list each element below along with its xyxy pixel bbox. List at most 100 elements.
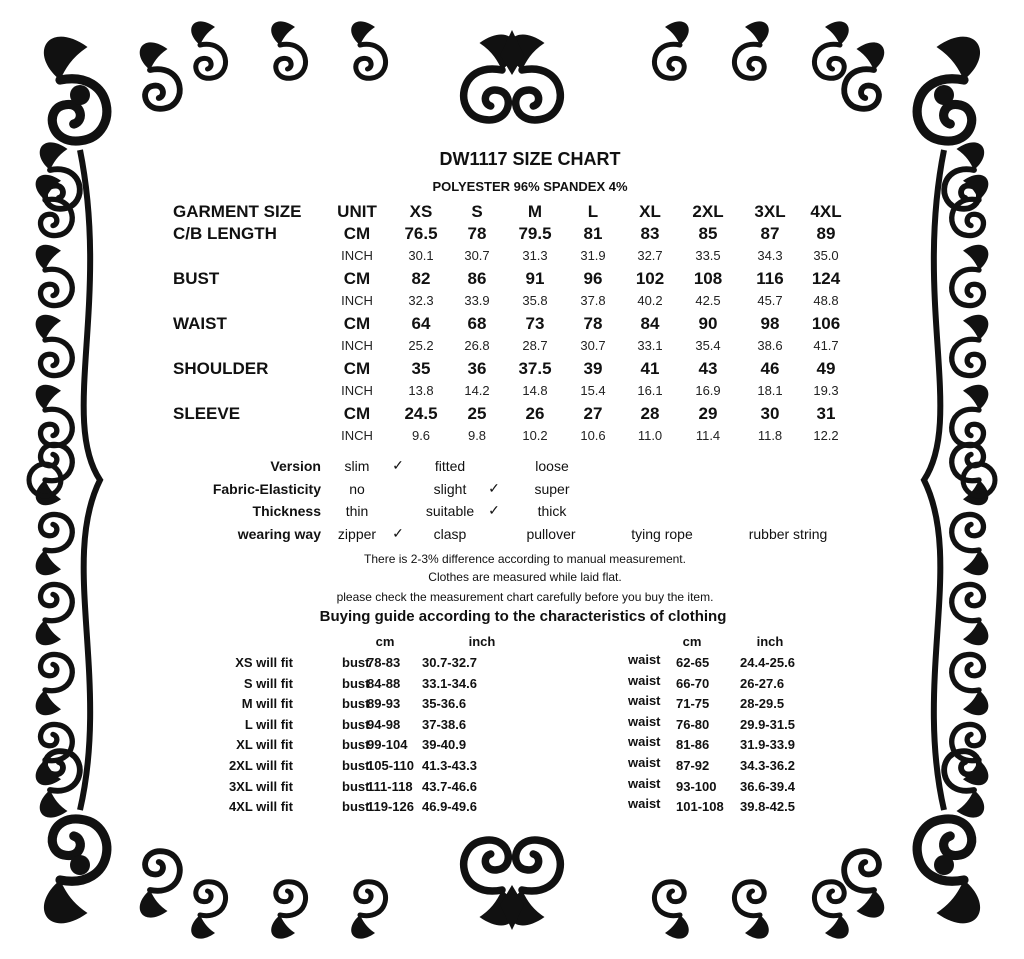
guide-size: M will fit bbox=[241, 696, 293, 712]
cm-value: 78 bbox=[467, 224, 487, 243]
unit-cm: CM bbox=[343, 314, 371, 333]
right-scroll bbox=[949, 512, 989, 576]
unit-inch: INCH bbox=[341, 383, 373, 398]
cm-value: 35 bbox=[411, 359, 431, 378]
inch-value: 45.7 bbox=[757, 293, 783, 308]
note-text: Clothes are measured while laid flat. bbox=[428, 570, 622, 584]
top-scroll bbox=[732, 21, 769, 81]
bottom-scroll bbox=[812, 879, 849, 939]
guide-waist-cm: 62-65 bbox=[676, 655, 710, 670]
unit-inch: INCH bbox=[341, 248, 373, 263]
left-scroll bbox=[35, 244, 75, 308]
guide-bust-cm: 105-110 bbox=[367, 758, 414, 773]
inch-value: 28.7 bbox=[522, 338, 548, 353]
inch-value: 40.2 bbox=[637, 293, 663, 308]
left-vine bbox=[77, 149, 104, 811]
header-cell: XL bbox=[639, 202, 661, 221]
guide-waist-inch: 24.4-25.6 bbox=[740, 655, 795, 670]
guide-bust-cm: 94-98 bbox=[367, 716, 401, 732]
inch-value: 11.0 bbox=[637, 428, 663, 443]
guide-inch-header: inch bbox=[468, 634, 496, 649]
guide-size: XL will fit bbox=[236, 737, 293, 753]
inch-value: 31.9 bbox=[580, 248, 606, 263]
inch-value: 16.9 bbox=[695, 383, 721, 398]
header-cell: XS bbox=[409, 202, 433, 221]
inch-value: 10.6 bbox=[580, 428, 606, 443]
corner-scroll bbox=[139, 42, 183, 112]
corner-ornament bbox=[70, 85, 90, 105]
guide-cm-header: cm bbox=[375, 634, 395, 649]
header-cell: 4XL bbox=[810, 202, 842, 221]
attribute-option: rubber string bbox=[748, 526, 828, 543]
inch-value: 18.1 bbox=[757, 383, 783, 398]
corner-scroll bbox=[39, 142, 83, 212]
corner-ornament bbox=[934, 85, 954, 105]
cm-value: 76.5 bbox=[404, 224, 438, 243]
inch-value: 32.3 bbox=[408, 293, 434, 308]
inch-value: 42.5 bbox=[695, 293, 721, 308]
inch-value: 41.7 bbox=[813, 338, 839, 353]
cm-value: 106 bbox=[811, 314, 841, 333]
right-scroll bbox=[949, 442, 989, 506]
left-scroll bbox=[35, 314, 75, 378]
corner-scroll bbox=[39, 748, 83, 818]
attribute-label: Version bbox=[270, 458, 321, 474]
cm-value: 28 bbox=[640, 404, 660, 423]
guide-bust-label: bust bbox=[342, 758, 370, 773]
cm-value: 68 bbox=[467, 314, 487, 333]
cm-value: 108 bbox=[693, 269, 723, 288]
right-scroll bbox=[949, 652, 989, 716]
guide-size: XS will fit bbox=[235, 655, 293, 670]
left-scroll bbox=[35, 442, 75, 506]
inch-value: 25.2 bbox=[408, 338, 434, 353]
left-scroll bbox=[35, 174, 75, 238]
corner-scroll bbox=[841, 42, 885, 112]
guide-bust-cm: 89-93 bbox=[367, 696, 401, 712]
inch-value: 33.9 bbox=[464, 293, 490, 308]
guide-bust-label: bust bbox=[342, 716, 370, 732]
right-scroll bbox=[949, 314, 989, 378]
inch-value: 37.8 bbox=[580, 293, 606, 308]
unit-cm: CM bbox=[343, 224, 371, 243]
check-icon: ✓ bbox=[392, 457, 404, 473]
guide-waist-label: waist bbox=[628, 693, 661, 709]
left-scroll bbox=[35, 512, 75, 576]
inch-value: 11.4 bbox=[695, 428, 721, 443]
row-label: WAIST bbox=[173, 314, 227, 333]
cm-value: 37.5 bbox=[518, 359, 552, 378]
guide-waist-label: waist bbox=[628, 796, 661, 812]
cm-value: 84 bbox=[640, 314, 660, 333]
inch-value: 48.8 bbox=[813, 293, 839, 308]
left-scroll bbox=[35, 652, 75, 716]
guide-waist-cm: 81-86 bbox=[676, 737, 710, 753]
note-text: There is 2-3% difference according to ma… bbox=[364, 552, 686, 566]
center-leaf bbox=[500, 30, 524, 75]
unit-inch: INCH bbox=[341, 428, 373, 443]
header-cell: L bbox=[587, 202, 599, 221]
guide-bust-label: bust bbox=[342, 696, 370, 712]
guide-bust-cm: 84-88 bbox=[367, 675, 401, 691]
inch-value: 34.3 bbox=[757, 248, 783, 263]
attribute-label: Thickness bbox=[252, 503, 321, 520]
cm-value: 36 bbox=[467, 359, 487, 378]
corner-scroll bbox=[43, 36, 112, 146]
left-scroll bbox=[35, 582, 75, 646]
cm-value: 96 bbox=[583, 269, 603, 288]
inch-value: 16.1 bbox=[637, 383, 663, 398]
guide-waist-cm: 76-80 bbox=[676, 716, 710, 732]
header-cell: S bbox=[471, 202, 483, 221]
inch-value: 31.3 bbox=[522, 248, 548, 263]
cm-value: 49 bbox=[816, 359, 836, 378]
cm-value: 78 bbox=[583, 314, 603, 333]
guide-bust-inch: 41.3-43.3 bbox=[422, 758, 477, 773]
inch-value: 12.2 bbox=[813, 428, 839, 443]
unit-cm: CM bbox=[343, 269, 371, 288]
guide-bust-cm: 99-104 bbox=[367, 737, 408, 753]
unit-cm: CM bbox=[343, 359, 371, 378]
guide-waist-inch: 31.9-33.9 bbox=[740, 737, 795, 753]
bottom-scroll bbox=[652, 879, 689, 939]
guide-size: 4XL will fit bbox=[228, 799, 293, 815]
material-label: POLYESTER 96% SPANDEX 4% bbox=[432, 179, 628, 194]
guide-waist-cm: 87-92 bbox=[676, 758, 710, 773]
top-scroll bbox=[271, 21, 308, 81]
